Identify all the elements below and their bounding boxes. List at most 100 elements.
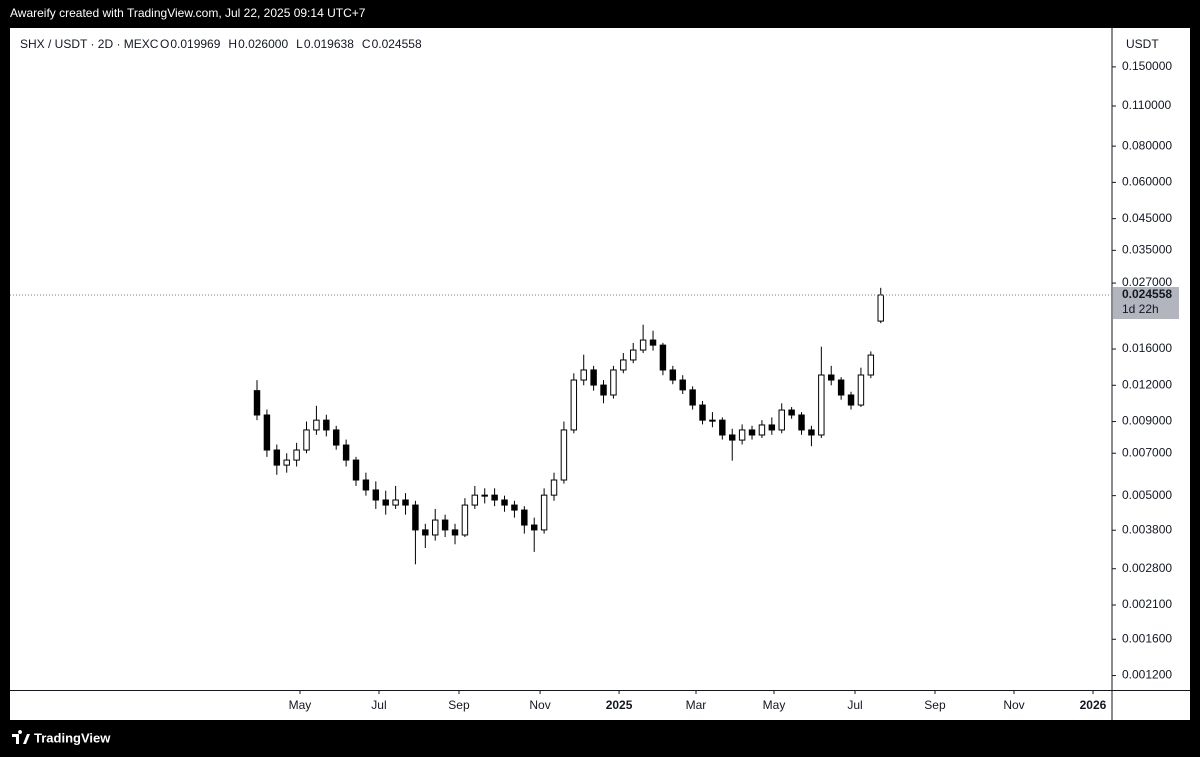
- y-tick-label: 0.016000: [1122, 341, 1172, 355]
- x-tick-label: May: [763, 698, 786, 712]
- candle-body: [560, 429, 568, 481]
- watermark: Awareify created with TradingView.com, J…: [10, 6, 366, 20]
- x-tick-label: Nov: [1003, 698, 1024, 712]
- candle-body: [501, 499, 508, 506]
- candle-body: [362, 479, 370, 491]
- y-tick-label: 0.001600: [1122, 631, 1172, 645]
- x-tick-label: May: [289, 698, 312, 712]
- candle-body: [422, 529, 429, 536]
- y-tick-label: 0.080000: [1122, 138, 1172, 152]
- candle-body: [580, 369, 587, 381]
- chart-panel: [10, 28, 1190, 720]
- candle-body: [441, 519, 449, 531]
- candle-body: [550, 479, 558, 496]
- candle-body: [808, 429, 815, 436]
- y-tick-label: 0.035000: [1122, 243, 1172, 257]
- candle-body: [323, 419, 330, 431]
- axis-unit: USDT: [1126, 37, 1159, 51]
- candle-body: [402, 499, 409, 506]
- y-tick-label: 0.003800: [1122, 522, 1172, 536]
- y-tick-label: 0.012000: [1122, 377, 1172, 391]
- ohlc-value: 0.026000: [238, 37, 288, 51]
- y-tick-label: 0.045000: [1122, 211, 1172, 225]
- ohlc-value: 0.024558: [372, 37, 422, 51]
- y-tick-label: 0.007000: [1122, 445, 1172, 459]
- x-tick-label: 2025: [606, 698, 633, 712]
- candle-body: [828, 374, 835, 381]
- footer-logo: TradingView: [12, 730, 111, 745]
- candle-body: [521, 509, 528, 526]
- candle-body: [253, 390, 261, 416]
- last-price-label: 0.024558: [1122, 287, 1172, 301]
- y-tick-label: 0.005000: [1122, 488, 1172, 502]
- x-tick-label: Nov: [529, 698, 550, 712]
- ohlc-key: L: [296, 37, 303, 51]
- candle-body: [392, 499, 399, 506]
- candle-body: [758, 424, 766, 436]
- candle-body: [798, 414, 805, 431]
- y-tick-label: 0.001200: [1122, 668, 1172, 682]
- candle-body: [293, 449, 300, 461]
- candle-body: [629, 349, 637, 361]
- x-tick-label: Jul: [847, 698, 862, 712]
- candle-body: [877, 294, 884, 322]
- y-tick-label: 0.150000: [1122, 59, 1172, 73]
- ohlc-key: C: [362, 37, 371, 51]
- candle-body: [382, 499, 389, 506]
- last-price-box: [1113, 287, 1179, 320]
- y-tick-label: 0.060000: [1122, 175, 1172, 189]
- y-tick-label: 0.110000: [1122, 98, 1171, 112]
- candle-body: [610, 369, 617, 396]
- candle-body: [352, 459, 360, 481]
- candle-body: [451, 529, 459, 536]
- candle-body: [867, 354, 875, 376]
- candle-body: [729, 434, 736, 441]
- candle-body: [679, 379, 686, 391]
- candle-body: [303, 429, 310, 451]
- candle-body: [818, 374, 825, 436]
- ohlc-value: 0.019638: [304, 37, 354, 51]
- candle-body: [669, 369, 677, 381]
- candle-body: [649, 339, 657, 346]
- candle-body: [471, 494, 479, 506]
- candle-body: [600, 384, 607, 396]
- candle-body: [639, 339, 647, 351]
- candle-body: [778, 409, 785, 431]
- candle-body: [748, 429, 756, 436]
- candle-body: [768, 424, 776, 431]
- candle-body: [491, 494, 498, 501]
- candle-body: [461, 504, 469, 536]
- candle-body: [313, 419, 320, 431]
- candle-body: [530, 524, 538, 531]
- candle-body: [857, 374, 865, 406]
- candle-body: [689, 389, 696, 406]
- candle-body: [342, 444, 350, 461]
- candle-body: [263, 414, 271, 451]
- y-tick-label: 0.002100: [1122, 597, 1172, 611]
- candle-body: [659, 344, 667, 371]
- y-tick-label: 0.002800: [1122, 561, 1172, 575]
- ohlc-value: 0.019969: [170, 37, 220, 51]
- candle-body: [699, 404, 706, 421]
- candle-body: [620, 359, 627, 371]
- countdown-label: 1d 22h: [1122, 302, 1159, 316]
- candle-body: [511, 504, 518, 511]
- x-tick-label: Sep: [448, 698, 470, 712]
- logo-icon: [12, 730, 30, 744]
- candle-body: [372, 489, 380, 501]
- candle-body: [788, 409, 795, 416]
- candle-body: [847, 394, 855, 406]
- candle-body: [412, 504, 419, 531]
- x-tick-label: 2026: [1080, 698, 1107, 712]
- candle-body: [283, 459, 290, 466]
- candle-body: [709, 419, 716, 422]
- candle-body: [431, 519, 439, 536]
- ohlc-key: O: [160, 37, 169, 51]
- x-tick-label: Mar: [686, 698, 707, 712]
- symbol-title: SHX / USDT · 2D · MEXC: [20, 37, 159, 51]
- candle-body: [481, 494, 488, 497]
- ohlc-key: H: [228, 37, 237, 51]
- candle-body: [738, 429, 746, 441]
